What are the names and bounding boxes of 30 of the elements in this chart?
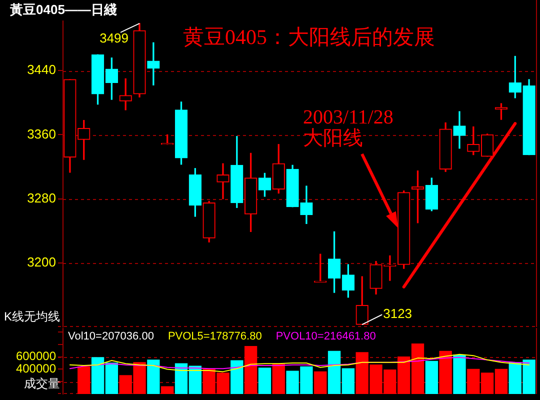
annotation: 2003/11/28 [303,106,394,128]
y-tick-label: 600000 [16,349,56,364]
annotation: Vol10=207036.00 [68,330,154,343]
bar [314,371,327,394]
annotation: 3123 [383,306,412,322]
y-tick-label: 400000 [16,362,56,376]
bar [272,364,285,394]
bar [258,368,272,394]
candlestick [147,42,160,86]
annotation: 大阳线 [303,127,363,150]
y-tick-label: 3360 [27,126,56,142]
series-label: PVOL5=178776.80 [168,330,262,343]
bar [147,360,160,394]
y-axis-title: 成交量 [24,376,60,390]
bar [439,350,452,394]
bar [78,366,90,394]
series-label: PVOL10=216461.80 [276,330,376,343]
candlestick [216,163,230,200]
chart-title: 黄豆0405：大阳线后的发展 [183,25,435,50]
annotation: 3499 [100,30,129,46]
y-tick-label: 3440 [27,62,56,78]
bar [453,354,466,394]
y-tick-label: 3200 [27,254,56,270]
bar [244,346,258,394]
y-tick-label: 3280 [27,190,56,206]
chart-subtitle: 黃豆0405——日綫 [9,2,117,18]
bar [161,386,174,394]
text: K线无均线 [4,309,60,324]
bar [425,360,438,394]
bar [230,360,244,394]
